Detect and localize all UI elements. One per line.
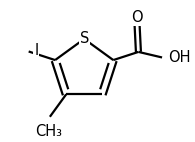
- Text: O: O: [131, 10, 143, 25]
- Text: OH: OH: [168, 50, 191, 65]
- Text: S: S: [80, 31, 89, 46]
- Text: I: I: [34, 43, 38, 58]
- Text: CH₃: CH₃: [35, 124, 62, 139]
